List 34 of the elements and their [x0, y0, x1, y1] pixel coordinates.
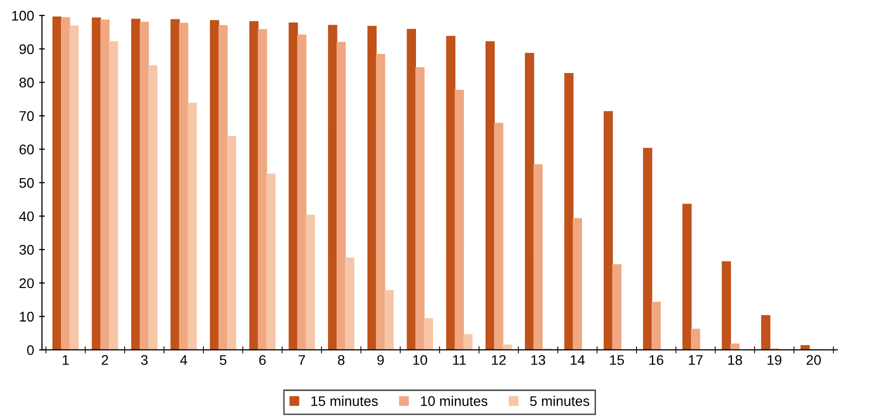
y-tick-label: 60 — [20, 144, 34, 154]
x-tick-label: 8 — [338, 355, 344, 365]
x-tick-label: 3 — [140, 355, 148, 365]
x-tick-label: 18 — [728, 355, 742, 365]
y-tick-label: 30 — [19, 244, 34, 255]
x-tick-label: 6 — [259, 355, 266, 365]
legend-label: 15 minutes — [311, 396, 378, 406]
x-tick-label: 2 — [102, 355, 108, 365]
x-tick-label: 16 — [650, 355, 664, 365]
x-tick-label: 15 — [610, 355, 624, 365]
legend-label: 5 minutes — [530, 396, 590, 406]
x-tick-label: 7 — [298, 355, 305, 365]
y-tick-label: 20 — [20, 278, 34, 288]
y-tick-label: 100 — [12, 10, 34, 21]
x-tick-label: 4 — [180, 355, 188, 365]
y-tick-label: 90 — [20, 44, 34, 54]
y-tick-label: 80 — [19, 78, 34, 88]
x-tick-label: 14 — [570, 355, 585, 365]
x-tick-label: 19 — [768, 355, 782, 365]
y-tick-label: 50 — [19, 178, 34, 188]
x-tick-label: 9 — [377, 355, 384, 365]
legend-label: 10 minutes — [420, 396, 488, 406]
x-tick-label: 12 — [492, 355, 506, 365]
x-tick-label: 11 — [453, 355, 466, 365]
x-tick-label: 13 — [531, 355, 546, 365]
x-tick-label: 17 — [688, 355, 703, 365]
x-tick-label: 20 — [806, 355, 821, 365]
x-tick-label: 10 — [413, 355, 428, 365]
x-tick-label: 1 — [62, 355, 69, 365]
x-tick-label: 5 — [220, 355, 226, 365]
y-tick-label: 10 — [20, 312, 34, 322]
y-tick-label: 0 — [27, 345, 34, 356]
y-tick-label: 70 — [20, 111, 34, 121]
y-tick-label: 40 — [19, 211, 34, 222]
